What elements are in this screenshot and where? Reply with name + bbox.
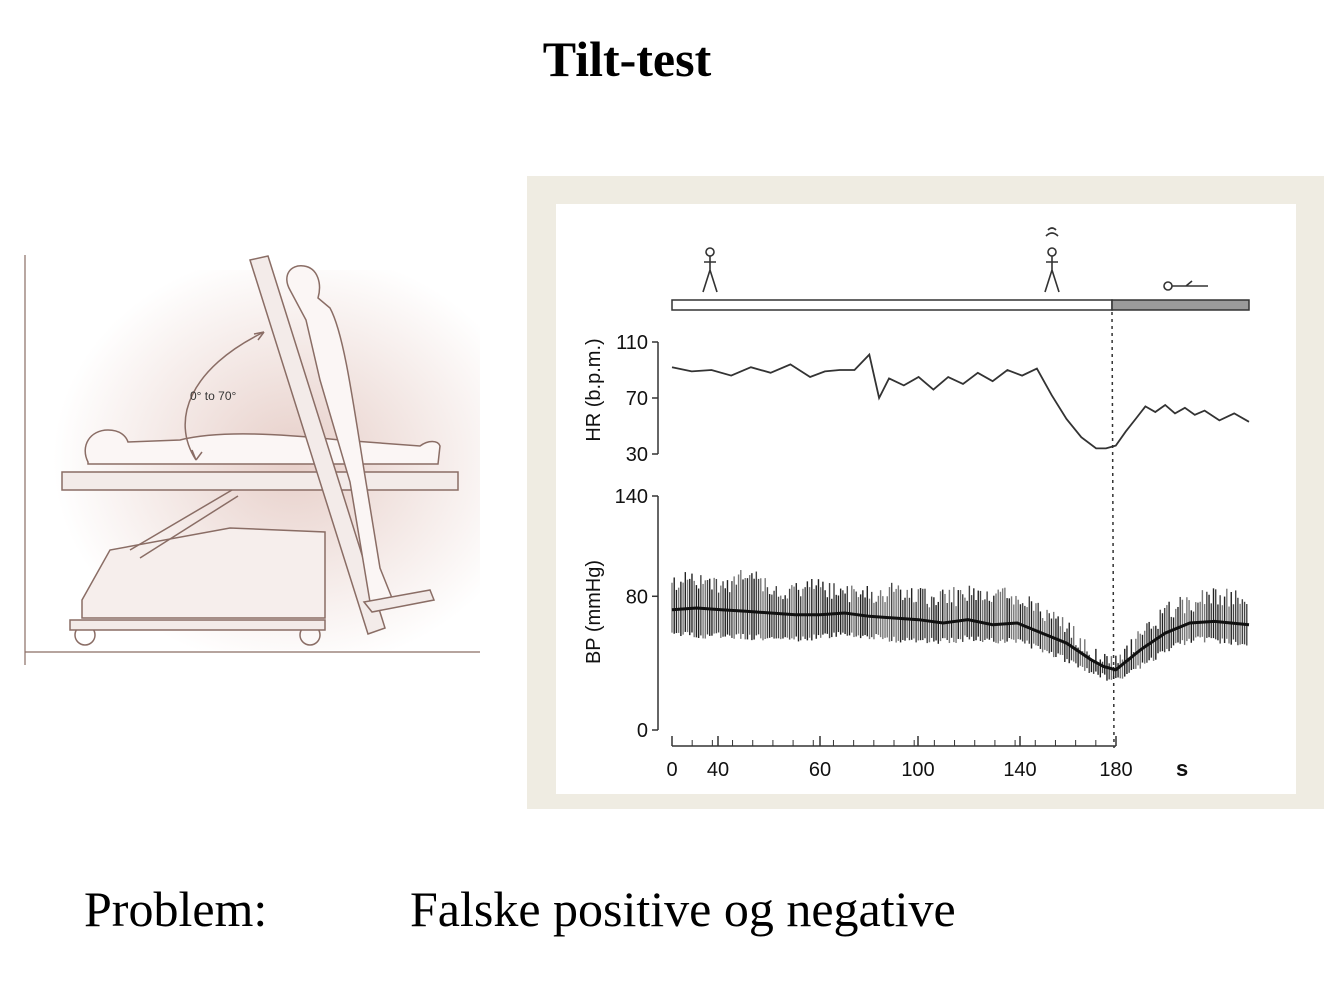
bp-pulse-spikes	[671, 570, 1248, 681]
hr-axis-label: HR (b.p.m.)	[583, 338, 605, 441]
tilt-end-marker	[1111, 311, 1115, 749]
tilt-table-illustration: 0° to 70°	[24, 255, 480, 665]
hr-tick-label: 30	[626, 444, 648, 466]
dizzy-figure-icon	[1044, 227, 1060, 293]
bp-tick-label: 140	[615, 486, 648, 508]
bp-tick-label: 0	[637, 720, 648, 742]
hr-y-axis: 110 70 30	[616, 332, 659, 466]
hr-tick-label: 110	[616, 332, 648, 354]
x-tick-label: 40	[707, 759, 729, 781]
bp-axis-label: BP (mmHg)	[583, 560, 605, 664]
lying-figure-icon	[1163, 280, 1208, 291]
problem-label: Problem:	[84, 881, 268, 937]
x-tick-label: 100	[901, 759, 934, 781]
x-unit-label: s	[1176, 756, 1188, 781]
x-tick-label: 0	[666, 759, 677, 781]
protocol-bar	[671, 299, 1250, 311]
bp-tick-label: 80	[626, 586, 648, 608]
bp-mean-line	[671, 606, 1250, 672]
x-tick-label: 60	[809, 759, 831, 781]
bp-y-axis: 140 80 0	[615, 486, 659, 742]
x-tick-label: 180	[1099, 759, 1132, 781]
x-tick-label: 140	[1003, 759, 1036, 781]
slide-title: Tilt-test	[542, 31, 712, 87]
standing-figure-icon	[702, 247, 718, 293]
problem-text: Falske positive og negative	[410, 881, 956, 937]
time-x-axis: 0 40 60 100 140 180	[666, 736, 1133, 781]
angle-label: 0° to 70°	[190, 389, 236, 403]
hr-series-line	[671, 352, 1250, 450]
hr-tick-label: 70	[626, 388, 648, 410]
